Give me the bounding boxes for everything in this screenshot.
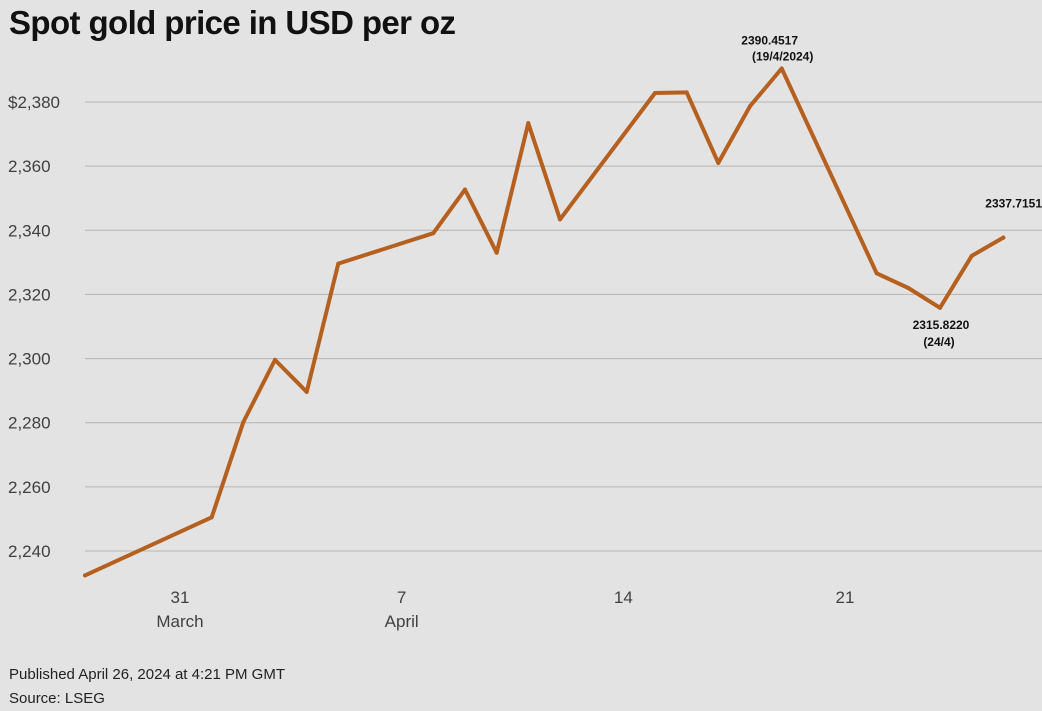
y-axis-ticks: $2,380 2,360 2,340 2,320 2,300 2,280 2,260 2,24… xyxy=(8,93,60,561)
y-tick-label: 2,360 xyxy=(8,157,51,176)
y-tick-label: 2,240 xyxy=(8,542,51,561)
y-tick-label: 2,300 xyxy=(8,350,51,369)
price-line xyxy=(83,66,1006,578)
x-tick-label: 14 xyxy=(614,588,633,607)
data-point xyxy=(938,305,942,310)
chart-title: Spot gold price in USD per oz xyxy=(9,4,456,41)
annotations: 2390.4517 (19/4/2024) 2315.8220 (24/4) 2337.… xyxy=(741,33,1042,348)
data-point xyxy=(336,261,341,266)
gridlines xyxy=(85,101,1042,552)
data-point xyxy=(874,271,879,276)
annotation-label: 2315.8220 xyxy=(913,318,970,332)
data-point xyxy=(304,389,309,394)
annotation-sublabel: (24/4) xyxy=(923,335,954,349)
annotation-label: 2337.7151 xyxy=(985,197,1042,211)
price-series xyxy=(83,66,1006,578)
annotation-sublabel: (19/4/2024) xyxy=(752,49,813,63)
annotation-label: 2390.4517 xyxy=(741,33,798,47)
y-tick-label: 2,340 xyxy=(8,221,51,240)
data-point xyxy=(558,217,562,222)
y-tick-label: 2,320 xyxy=(8,285,51,304)
x-tick-label: 7 xyxy=(397,588,406,607)
data-point xyxy=(748,104,752,109)
data-point xyxy=(241,420,246,425)
x-tick-label: 21 xyxy=(836,588,855,607)
y-tick-label: 2,280 xyxy=(8,414,51,433)
data-point xyxy=(906,286,911,291)
data-point xyxy=(716,160,721,165)
x-tick-label: 31 xyxy=(171,588,190,607)
x-axis-ticks: 31 March 7 April 14 21 xyxy=(156,588,854,631)
data-point xyxy=(684,90,689,95)
data-point xyxy=(209,515,214,520)
data-point xyxy=(463,187,467,192)
published-note: Published April 26, 2024 at 4:21 PM GMT xyxy=(9,666,285,683)
data-point xyxy=(969,253,974,258)
data-point xyxy=(273,357,277,362)
data-point xyxy=(494,250,499,255)
data-point xyxy=(526,121,531,126)
y-tick-label: 2,260 xyxy=(8,478,51,497)
data-point xyxy=(779,66,784,71)
x-tick-sublabel: April xyxy=(385,612,419,631)
source-note: Source: LSEG xyxy=(9,690,105,707)
data-point xyxy=(1001,235,1006,240)
data-point xyxy=(83,573,87,578)
y-tick-label: $2,380 xyxy=(8,93,60,112)
data-point xyxy=(653,91,657,96)
x-tick-sublabel: March xyxy=(156,612,203,631)
data-point xyxy=(431,231,436,236)
